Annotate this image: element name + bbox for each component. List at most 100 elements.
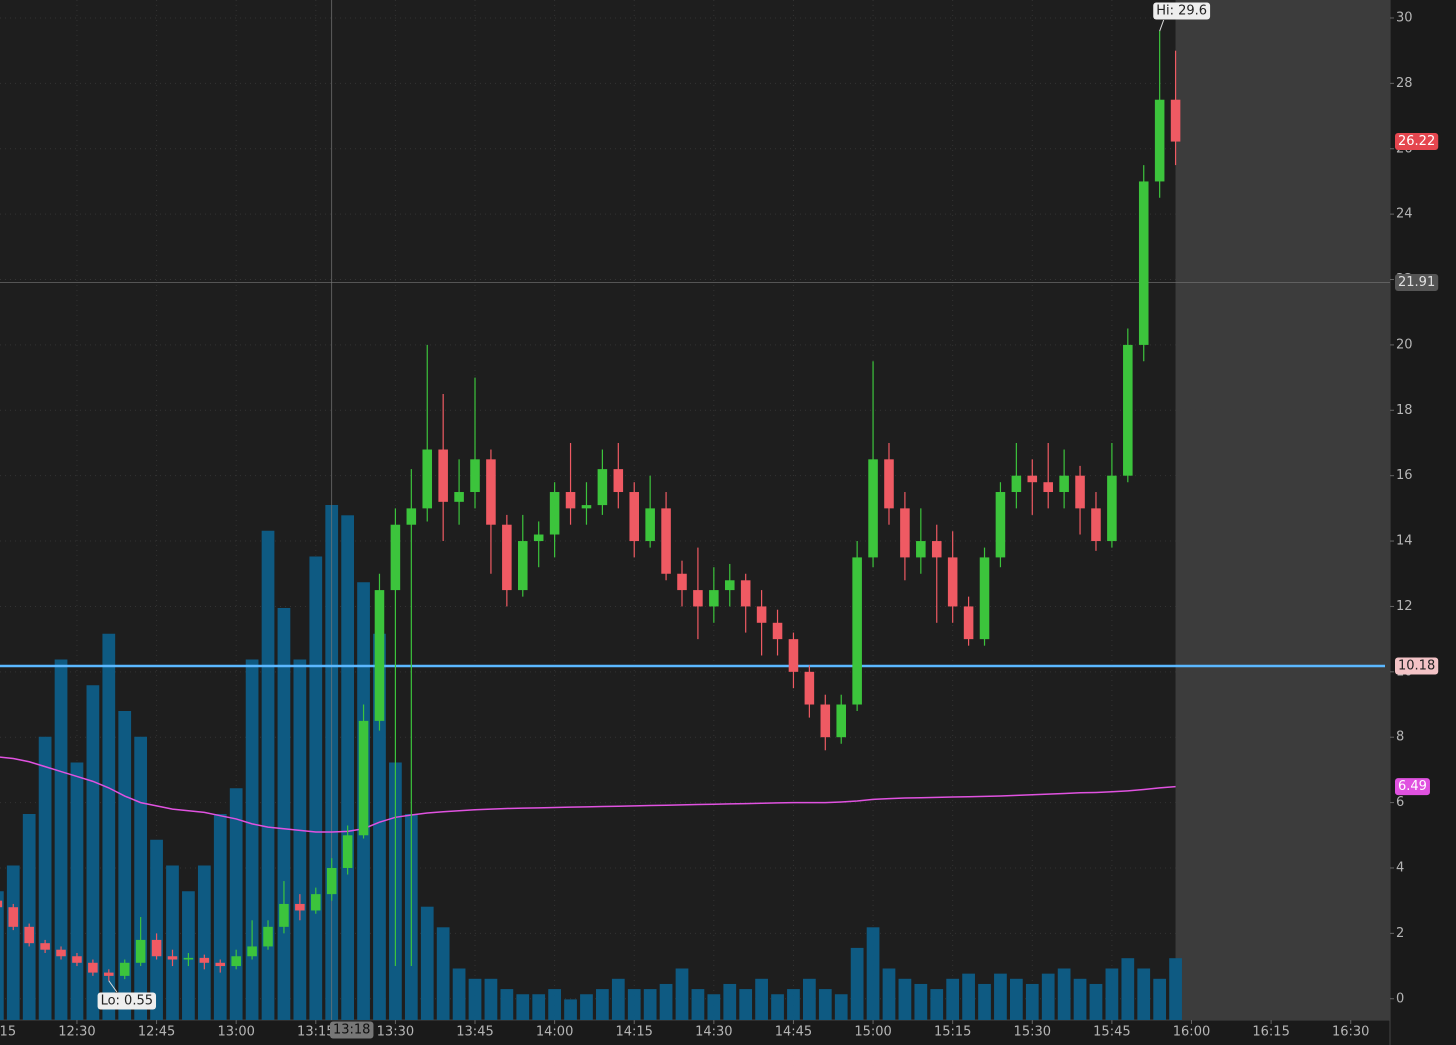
volume-bar bbox=[611, 978, 625, 1020]
volume-bar bbox=[150, 839, 163, 1020]
x-axis-area bbox=[0, 1020, 1390, 1045]
candle-body bbox=[884, 459, 894, 509]
candle-body bbox=[645, 508, 655, 542]
candle-body bbox=[358, 720, 369, 836]
candle-body bbox=[1043, 482, 1053, 493]
volume-bar bbox=[707, 994, 721, 1020]
volume-bar bbox=[659, 983, 673, 1020]
x-tick-label: 14:00 bbox=[536, 1025, 573, 1040]
volume-bar bbox=[70, 762, 84, 1020]
x-tick-label: 14:15 bbox=[615, 1025, 652, 1040]
hi-label: Hi: 29.6 bbox=[1156, 4, 1207, 19]
volume-bar bbox=[1009, 978, 1023, 1020]
y-tick-label: 16 bbox=[1396, 468, 1413, 483]
volume-bar bbox=[548, 989, 561, 1020]
y-tick-label: 30 bbox=[1396, 10, 1413, 25]
candle-body bbox=[1170, 99, 1181, 142]
candle-body bbox=[326, 867, 337, 895]
candle-body bbox=[995, 492, 1006, 558]
candle-body bbox=[374, 590, 385, 721]
x-tick-label: 12:45 bbox=[138, 1025, 175, 1040]
volume-bar bbox=[54, 659, 68, 1020]
x-tick-label: 14:30 bbox=[695, 1025, 732, 1040]
candle-body bbox=[677, 573, 687, 591]
volume-bar bbox=[818, 989, 832, 1020]
x-tick-label: 14:45 bbox=[775, 1025, 812, 1040]
volume-bar bbox=[229, 788, 243, 1020]
candle-body bbox=[151, 939, 162, 957]
volume-bar bbox=[596, 989, 609, 1020]
volume-bar bbox=[6, 865, 20, 1020]
lo-label: Lo: 0.55 bbox=[101, 994, 153, 1009]
candle-body bbox=[135, 939, 146, 963]
candle-body bbox=[931, 541, 942, 558]
volume-bar bbox=[930, 989, 944, 1020]
volume-bar bbox=[1137, 968, 1151, 1020]
volume-bar bbox=[213, 814, 227, 1020]
volume-bar bbox=[946, 978, 960, 1020]
level-tag-box bbox=[1395, 657, 1439, 675]
volume-bar bbox=[691, 989, 705, 1020]
candle-body bbox=[56, 949, 66, 957]
candle-body bbox=[88, 962, 98, 973]
x-tick-label: 15:15 bbox=[934, 1025, 971, 1040]
volume-bar bbox=[962, 973, 975, 1020]
level-tag: 10.18 bbox=[1398, 658, 1435, 673]
volume-bar bbox=[978, 983, 991, 1020]
x-tick-label: 16:30 bbox=[1332, 1025, 1369, 1040]
volume-bar bbox=[723, 983, 737, 1020]
last-price-tag: 26.22 bbox=[1398, 134, 1435, 149]
volume-bar bbox=[771, 994, 784, 1020]
candle-body bbox=[1027, 475, 1038, 483]
candle-body bbox=[72, 956, 82, 963]
candle-body bbox=[629, 492, 640, 542]
candle-body bbox=[724, 580, 735, 591]
candle-body bbox=[215, 962, 226, 967]
volume-bar bbox=[866, 927, 880, 1020]
volume-bar bbox=[532, 994, 546, 1020]
volume-bar bbox=[197, 865, 211, 1020]
volume-bar bbox=[882, 968, 896, 1020]
candle-body bbox=[167, 956, 178, 960]
candle-body bbox=[406, 508, 417, 525]
volume-bar bbox=[564, 999, 577, 1020]
volume-bar bbox=[1041, 973, 1055, 1020]
volume-bar bbox=[914, 983, 928, 1020]
x-tick-label: 16:00 bbox=[1173, 1025, 1210, 1040]
volume-bar bbox=[675, 968, 689, 1020]
candle-body bbox=[342, 835, 353, 868]
volume-bar bbox=[309, 556, 323, 1020]
candle-body bbox=[40, 943, 50, 950]
volume-bar bbox=[102, 633, 116, 1020]
volume-bar bbox=[1153, 978, 1167, 1020]
y-tick-label: 12 bbox=[1396, 599, 1413, 614]
volume-bar bbox=[834, 994, 848, 1020]
lo-pointer bbox=[108, 980, 118, 993]
candle-body bbox=[422, 449, 433, 509]
x-tick-label: 16:15 bbox=[1252, 1025, 1289, 1040]
candle-body bbox=[804, 671, 815, 705]
volume-bar bbox=[277, 608, 291, 1020]
candle-body bbox=[279, 903, 289, 927]
candle-body bbox=[1107, 475, 1117, 542]
x-tick-label: 15:30 bbox=[1014, 1025, 1051, 1040]
candle-body bbox=[1091, 508, 1101, 542]
volume-bar bbox=[166, 865, 179, 1020]
candle-body bbox=[788, 639, 799, 672]
volume-bar bbox=[1105, 968, 1119, 1020]
candle-body bbox=[486, 459, 496, 525]
x-tick-label: 13:15 bbox=[297, 1025, 334, 1040]
candle-body bbox=[311, 894, 321, 911]
volume-bar bbox=[787, 989, 800, 1020]
y-tick-label: 4 bbox=[1396, 860, 1404, 875]
candle-body bbox=[502, 524, 512, 591]
after-hours-shade bbox=[1175, 0, 1390, 1020]
x-tick-label: 13:30 bbox=[377, 1025, 414, 1040]
candle-body bbox=[1123, 344, 1133, 476]
lo-label-box bbox=[97, 992, 157, 1010]
crosshair-time-tag: 13:18 bbox=[333, 1023, 370, 1038]
volume-bar bbox=[1121, 958, 1135, 1020]
y-tick-label: 24 bbox=[1396, 207, 1413, 222]
candle-body bbox=[199, 957, 210, 963]
